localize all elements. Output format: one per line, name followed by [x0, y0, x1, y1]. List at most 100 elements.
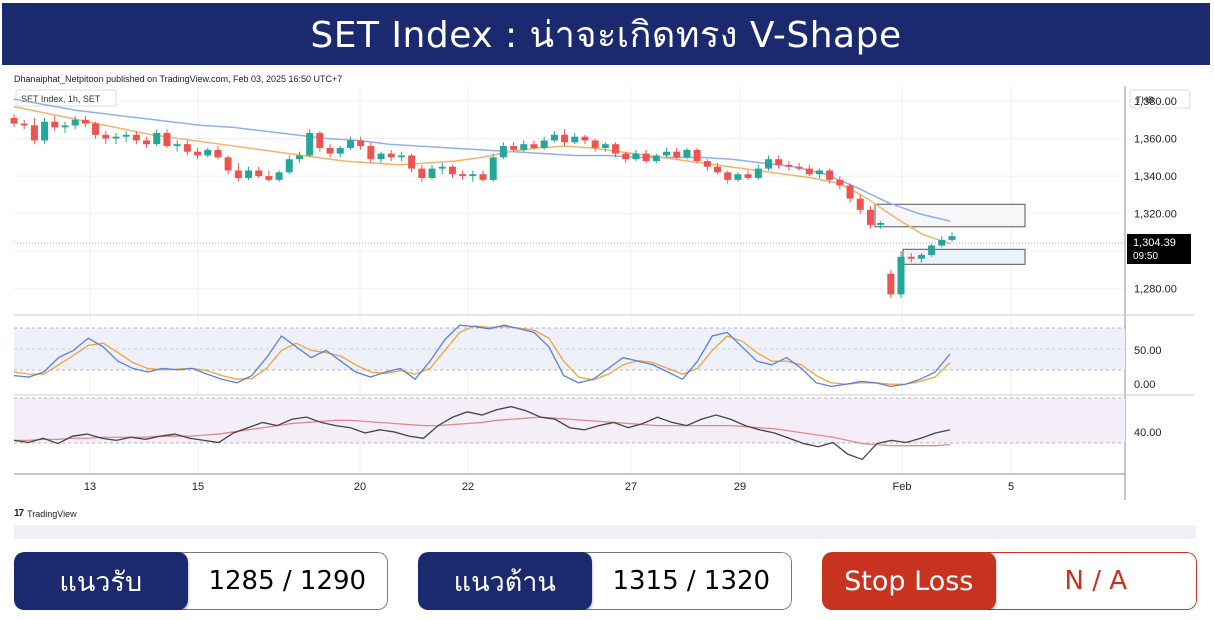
chart-area[interactable]: SET Index, 1h, SET THB 1,304.39 09:50 1,…	[0, 86, 1196, 502]
candle-body	[866, 209, 874, 225]
candle	[897, 251, 905, 299]
candle-body	[581, 136, 589, 141]
candle	[61, 121, 69, 133]
candle-body	[530, 144, 538, 148]
candle-body	[764, 159, 772, 169]
candle	[102, 131, 110, 145]
candle	[917, 253, 925, 263]
candle-body	[132, 134, 140, 141]
candle-body	[459, 174, 467, 177]
candle	[601, 142, 609, 152]
candle	[775, 155, 783, 169]
candle	[510, 142, 518, 152]
candle-body	[336, 147, 344, 154]
candle	[785, 161, 793, 171]
stoch-tick-label: 0.00	[1134, 379, 1155, 391]
time-tick-label: 5	[1008, 481, 1014, 493]
candle-body	[632, 153, 640, 160]
candle-body	[795, 166, 803, 169]
candle-body	[112, 136, 120, 139]
candle	[143, 136, 151, 148]
candle-body	[408, 155, 416, 169]
price-tick-label: 1,340.00	[1134, 171, 1177, 183]
candle	[459, 170, 467, 180]
candle-body	[255, 170, 263, 177]
candle	[448, 164, 456, 178]
symbol-label: SET Index, 1h, SET	[21, 94, 101, 104]
chart-scroll-strip[interactable]	[14, 525, 1196, 539]
candle	[907, 253, 915, 263]
candle	[132, 131, 140, 145]
candle	[336, 146, 344, 158]
candle-body	[561, 134, 569, 143]
candle-body	[499, 146, 507, 158]
candle-body	[775, 159, 783, 165]
candle	[173, 140, 181, 152]
candle-body	[163, 132, 171, 147]
candle	[41, 117, 49, 145]
candle-body	[622, 153, 630, 160]
price-tick-label: 1,380.00	[1134, 96, 1177, 108]
support-label: แนวรับ	[14, 552, 188, 610]
bar-countdown: 09:50	[1133, 251, 1158, 262]
candle-body	[224, 157, 232, 171]
tradingview-logo[interactable]: 17 TradingView	[14, 508, 77, 519]
time-tick-label: 27	[625, 481, 637, 493]
rsi-tick-label: 40.00	[1134, 427, 1162, 439]
candle-body	[357, 140, 365, 147]
candle-body	[397, 155, 405, 158]
chart-title-banner: SET Index : น่าจะเกิดทรง V-Shape	[2, 3, 1210, 65]
candle	[122, 131, 130, 143]
candle	[51, 116, 59, 132]
candle	[826, 168, 834, 184]
candle	[581, 134, 589, 145]
candle-body	[540, 140, 548, 148]
candle-body	[734, 174, 742, 180]
stop-loss-label: Stop Loss	[822, 552, 996, 610]
candle	[275, 170, 283, 182]
candle-body	[234, 170, 242, 178]
time-tick-label: Feb	[893, 481, 912, 493]
rsi-lines	[13, 405, 951, 461]
candle	[204, 147, 212, 158]
candle-body	[673, 151, 681, 158]
candle	[652, 153, 660, 163]
candle	[438, 162, 446, 175]
candle	[550, 131, 558, 143]
candle-body	[591, 140, 599, 148]
stoch-tick-label: 50.00	[1134, 345, 1162, 357]
candle	[887, 269, 895, 299]
candle-body	[877, 223, 885, 225]
candle-body	[826, 170, 834, 180]
candle	[948, 232, 956, 242]
candle-body	[928, 245, 936, 255]
last-price-tag	[1127, 234, 1191, 264]
moving-average-line	[13, 98, 951, 222]
candle-body	[295, 155, 303, 160]
candle	[316, 131, 324, 152]
resistance-value: 1315 / 1320	[581, 552, 792, 610]
candles-layer	[10, 114, 956, 299]
candle-body	[785, 164, 793, 167]
currency-box[interactable]	[1129, 89, 1191, 109]
candle-body	[510, 146, 518, 150]
candle	[357, 136, 365, 150]
candle	[877, 221, 885, 229]
candle-body	[367, 146, 375, 160]
candle	[408, 153, 416, 173]
candle-body	[948, 236, 956, 240]
candle	[214, 146, 222, 160]
candle-body	[346, 140, 354, 148]
candle	[866, 206, 874, 229]
candle	[724, 170, 732, 184]
candle	[612, 142, 620, 158]
candle	[815, 168, 823, 178]
candle	[112, 132, 120, 145]
candle-body	[815, 170, 823, 175]
candle-body	[71, 119, 79, 126]
candle	[367, 142, 375, 163]
rsi-line	[13, 405, 951, 461]
candle-body	[448, 166, 456, 175]
candle-body	[173, 144, 181, 147]
candle	[764, 155, 772, 171]
